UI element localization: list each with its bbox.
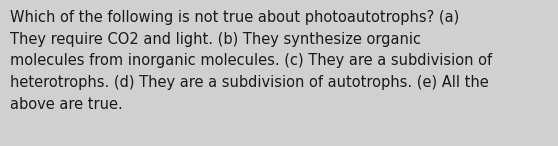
- Text: Which of the following is not true about photoautotrophs? (a)
They require CO2 a: Which of the following is not true about…: [10, 10, 492, 112]
